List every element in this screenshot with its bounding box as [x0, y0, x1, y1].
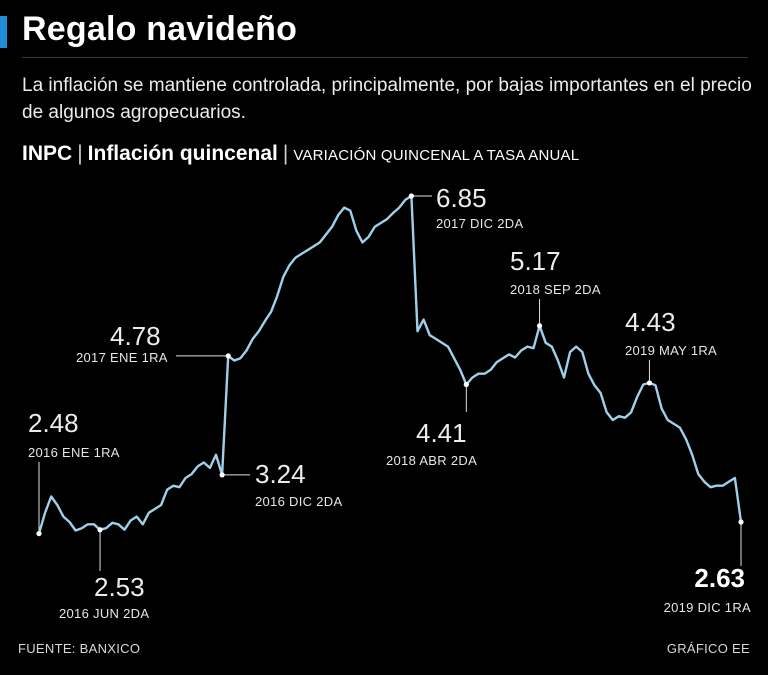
heading-main: INPC	[22, 142, 73, 165]
heading-sub: Inflación quincenal	[87, 142, 278, 165]
annotation-point	[536, 323, 543, 329]
annotation-date: 2016 ENE 1RA	[28, 445, 120, 460]
chart-subtitle: La inflación se mantiene controlada, pri…	[22, 75, 752, 123]
annotation-date: 2017 ENE 1RA	[76, 350, 168, 365]
annotation-value: 2.48	[28, 408, 79, 438]
annotation-value: 5.17	[510, 246, 561, 276]
annotation-date: 2019 MAY 1RA	[625, 343, 717, 358]
chart-title: Regalo navideño	[22, 10, 298, 48]
heading-separator: |	[282, 142, 289, 165]
annotation-point	[225, 353, 231, 359]
credit-note: GRÁFICO EE	[666, 641, 750, 656]
annotation-point	[646, 380, 653, 386]
annotation-value: 4.43	[625, 307, 676, 337]
annotation-value: 6.85	[436, 183, 487, 213]
annotation-point	[738, 519, 744, 525]
annotation-value: 4.41	[416, 418, 467, 448]
annotation-value: 3.24	[255, 459, 306, 489]
annotation-labels: 2.48 2016 ENE 1RA 2.53 2016 JUN 2DA 3.24 2016…	[28, 183, 751, 621]
annotation-value: 2.63	[694, 563, 745, 593]
leader-lines	[38, 195, 742, 571]
annotation-date: 2016 DIC 2DA	[255, 494, 342, 509]
annotation-point	[463, 381, 469, 388]
annotation-date: 2017 DIC 2DA	[436, 216, 523, 231]
annotation-value: 2.53	[94, 572, 145, 602]
annotation-points	[36, 193, 744, 537]
annotation-date: 2016 JUN 2DA	[59, 606, 149, 621]
annotation-value: 4.78	[110, 321, 161, 351]
series-line-inpc	[37, 194, 743, 534]
annotation-point	[36, 530, 42, 537]
series-heading: INPC | Inflación quincenal | VARIACIÓN QUINC…	[22, 142, 579, 166]
annotation-date: 2018 ABR 2DA	[386, 453, 477, 468]
accent-bar	[0, 16, 7, 48]
source-note: FUENTE: BANXICO	[18, 641, 141, 656]
title-divider	[22, 57, 748, 58]
heading-unit: VARIACIÓN QUINCENAL A TASA ANUAL	[293, 147, 580, 164]
annotation-point	[219, 472, 225, 478]
annotation-point	[97, 527, 103, 533]
annotation-point	[408, 193, 414, 199]
annotation-date: 2018 SEP 2DA	[510, 282, 601, 297]
heading-separator: |	[77, 142, 83, 165]
annotation-date: 2019 DIC 1RA	[664, 600, 751, 615]
